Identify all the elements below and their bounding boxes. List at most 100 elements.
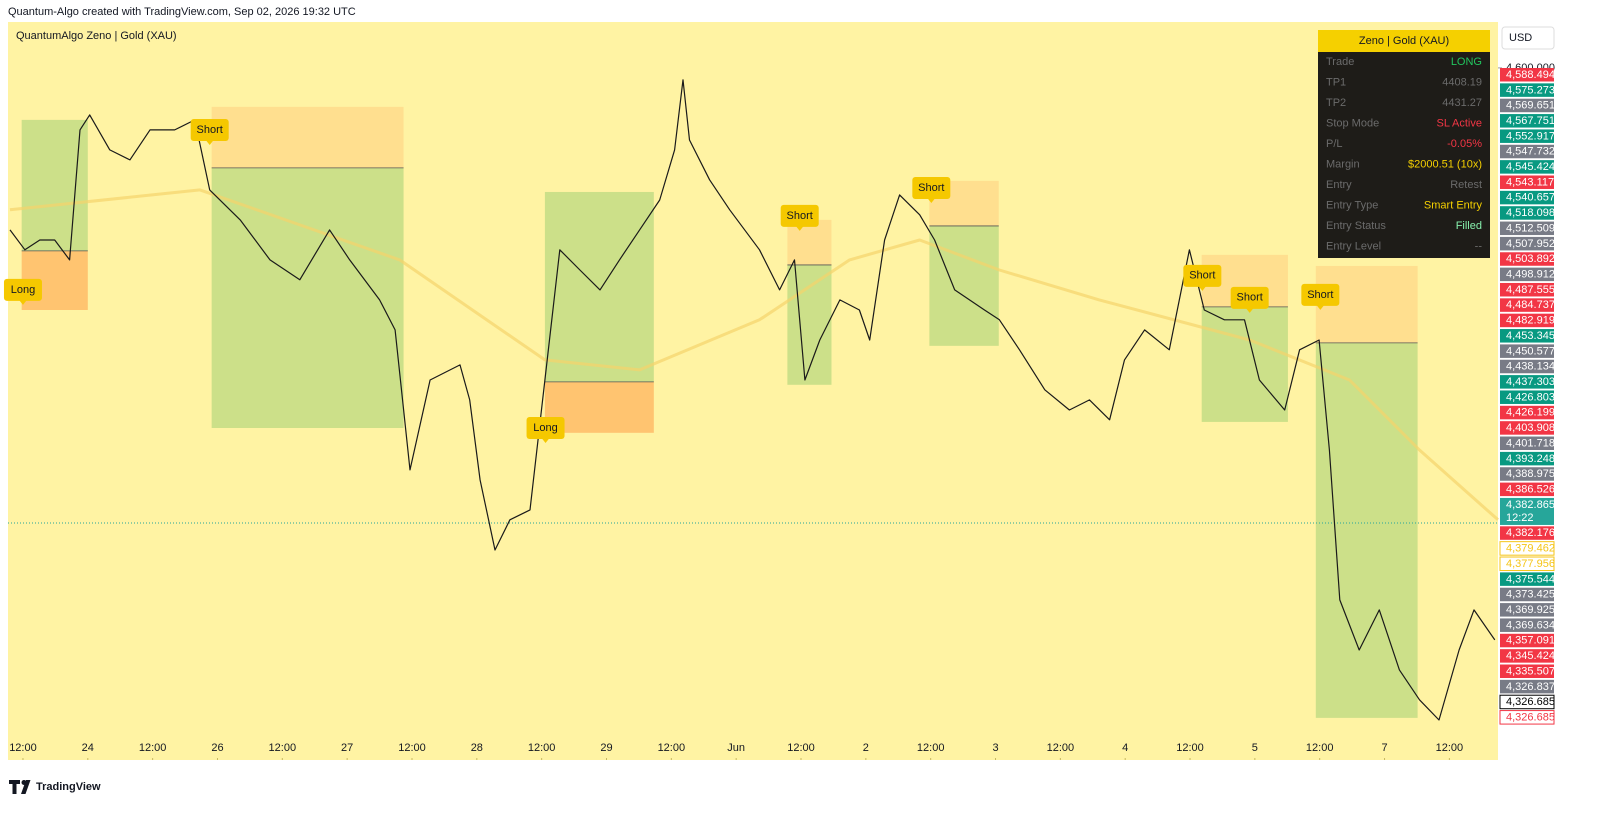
price-tag-label: 4,498.912 xyxy=(1506,269,1555,281)
price-tag xyxy=(1500,390,1554,404)
price-tag-label: 4,382.865 xyxy=(1506,499,1555,511)
price-tag-label: 4,375.544 xyxy=(1506,573,1555,585)
price-tag xyxy=(1500,421,1554,435)
target-zone xyxy=(211,167,404,428)
signal-pointer xyxy=(205,139,214,145)
x-tick-label: 12:00 xyxy=(139,742,167,754)
price-tag xyxy=(1500,298,1554,312)
signal-label: Long xyxy=(11,284,35,296)
plot-background xyxy=(8,22,1498,760)
x-tick-label: 26 xyxy=(211,742,223,754)
price-tag xyxy=(1500,482,1554,497)
price-tag xyxy=(1500,526,1554,540)
currency: USD xyxy=(1509,32,1532,44)
price-tag xyxy=(1500,633,1554,648)
price-tag-label: 4,326.837 xyxy=(1506,681,1555,693)
signal-label: Long xyxy=(533,422,557,434)
price-tag-label: 4,545.424 xyxy=(1506,161,1555,173)
panel-row-label: Entry Type xyxy=(1326,199,1378,211)
x-tick-label: 24 xyxy=(82,742,94,754)
price-tag-label: 4,569.651 xyxy=(1506,100,1555,112)
x-tick-label: Jun xyxy=(727,742,745,754)
price-tag-label: 4,386.526 xyxy=(1506,484,1555,496)
panel-title: Zeno | Gold (XAU) xyxy=(1359,35,1449,47)
price-tag xyxy=(1500,83,1554,97)
signal-pointer xyxy=(1245,307,1254,313)
price-tag-label: 4,426.199 xyxy=(1506,407,1555,419)
signal-label: Short xyxy=(1189,270,1215,282)
panel-row-value: 4431.27 xyxy=(1442,97,1482,109)
price-tag-label: 4,484.737 xyxy=(1506,299,1555,311)
price-tag xyxy=(1500,375,1554,389)
price-tag xyxy=(1500,587,1554,602)
price-tag-label: 4,547.732 xyxy=(1506,146,1555,158)
panel-row-value: -- xyxy=(1475,240,1483,252)
price-tag-label: 4,379.462 xyxy=(1506,543,1555,555)
price-tag-label: 4,543.117 xyxy=(1506,176,1554,188)
signal-pointer xyxy=(541,437,550,443)
panel-header xyxy=(1318,30,1490,52)
signal-box xyxy=(780,204,819,227)
price-tag xyxy=(1500,649,1554,663)
price-tag xyxy=(1500,359,1554,374)
price-tag xyxy=(1499,541,1555,556)
x-tick-label: 12:00 xyxy=(1176,742,1204,754)
price-tag xyxy=(1500,313,1554,328)
chart-title: QuantumAlgo Zeno | Gold (XAU) xyxy=(16,30,177,42)
price-tag xyxy=(1500,144,1554,159)
brand: TradingView xyxy=(36,781,101,793)
price-tag xyxy=(1500,344,1554,358)
price-tag-label: 4,540.657 xyxy=(1506,192,1555,204)
price-tag xyxy=(1500,679,1554,694)
panel-row-label: Trade xyxy=(1326,56,1354,68)
signal-pointer xyxy=(1198,285,1207,291)
signal-box xyxy=(190,118,229,141)
signal-box xyxy=(912,177,951,200)
panel-row-value: 4408.19 xyxy=(1442,76,1482,88)
x-tick-label: 29 xyxy=(600,742,612,754)
x-tick-label: 5 xyxy=(1252,742,1258,754)
price-tag xyxy=(1500,160,1554,174)
panel-row-value: Retest xyxy=(1450,179,1482,191)
currency-box[interactable] xyxy=(1501,26,1555,50)
x-tick-label: 12:00 xyxy=(917,742,945,754)
panel-row-value: -0.05% xyxy=(1447,138,1482,150)
x-tick-label: 27 xyxy=(341,742,353,754)
panel-row-value: Smart Entry xyxy=(1424,199,1483,211)
price-tag xyxy=(1500,236,1554,251)
panel-row-label: TP1 xyxy=(1326,76,1346,88)
signal-box xyxy=(526,416,565,439)
price-tag-label: 4,369.925 xyxy=(1506,604,1555,616)
price-tag-label: 4,373.425 xyxy=(1506,589,1555,601)
price-tag-label: 4,369.634 xyxy=(1506,619,1555,631)
price-tag xyxy=(1499,710,1555,725)
price-tag-label: 4,438.134 xyxy=(1506,361,1555,373)
price-tag-label: 4,382.176 xyxy=(1506,527,1555,539)
target-zone xyxy=(1315,342,1418,718)
signal-box xyxy=(3,278,42,301)
panel-row-label: Entry Status xyxy=(1326,220,1386,232)
price-tag-label: 4,512.509 xyxy=(1506,222,1555,234)
panel-row-label: Entry xyxy=(1326,179,1352,191)
x-tick-label: 12:00 xyxy=(1436,742,1464,754)
price-tag-label: 4,335.507 xyxy=(1506,665,1555,677)
price-tag xyxy=(1499,694,1555,710)
price-tag-label: 4,588.494 xyxy=(1506,69,1555,81)
x-tick-label: 12:00 xyxy=(787,742,815,754)
signal-label: Short xyxy=(1307,289,1333,301)
signal-pointer xyxy=(1316,304,1325,310)
x-tick-label: 12:00 xyxy=(1306,742,1334,754)
signal-box xyxy=(1230,286,1269,309)
x-tick-label: 3 xyxy=(992,742,998,754)
countdown: 12:22 xyxy=(1506,512,1534,524)
price-tag-label: 4,326.685 xyxy=(1506,696,1555,708)
price-tag xyxy=(1500,572,1554,586)
price-tag-label: 4,426.803 xyxy=(1506,391,1555,403)
x-tick-label: 12:00 xyxy=(1047,742,1075,754)
price-tag xyxy=(1500,282,1554,297)
x-tick-label: 2 xyxy=(863,742,869,754)
price-tag xyxy=(1500,206,1554,220)
price-tag xyxy=(1500,451,1554,466)
price-tag xyxy=(1500,329,1554,343)
